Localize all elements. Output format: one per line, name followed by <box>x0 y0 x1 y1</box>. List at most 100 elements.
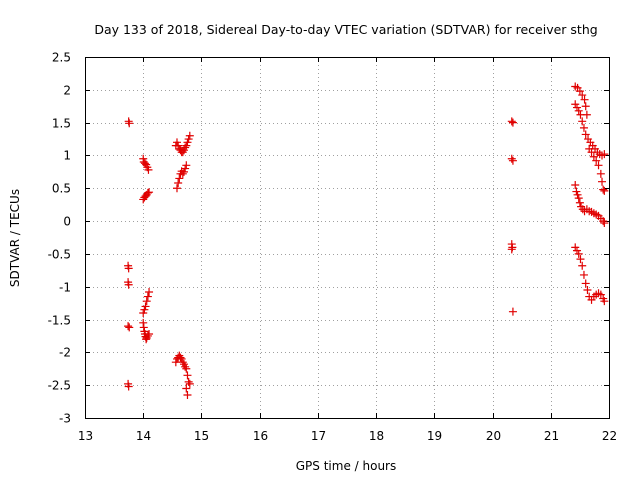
data-point <box>507 154 516 163</box>
data-points <box>124 82 609 400</box>
data-point <box>600 150 609 159</box>
data-point <box>139 308 148 317</box>
x-tick-label: 16 <box>253 429 268 443</box>
y-tick-label: 2.5 <box>52 51 71 65</box>
data-point <box>183 371 192 380</box>
data-point <box>172 184 181 193</box>
data-point <box>182 364 191 373</box>
data-point <box>578 261 587 270</box>
data-point <box>124 280 133 289</box>
data-point <box>508 118 517 127</box>
y-tick-label: -1.5 <box>48 314 71 328</box>
data-point <box>145 329 154 338</box>
data-point <box>583 286 592 295</box>
data-point <box>185 379 194 388</box>
y-tick-label: 0.5 <box>52 182 71 196</box>
data-point <box>581 279 590 288</box>
data-point <box>172 138 181 147</box>
data-point <box>600 219 609 228</box>
x-tick-label: 15 <box>194 429 209 443</box>
data-point <box>178 148 187 157</box>
data-point <box>140 305 149 314</box>
data-point <box>573 190 582 199</box>
data-point <box>143 292 152 301</box>
data-point <box>508 307 517 316</box>
data-point <box>183 391 192 400</box>
data-point <box>176 353 185 362</box>
data-point <box>574 194 583 203</box>
data-point <box>575 198 584 207</box>
data-point <box>124 264 133 273</box>
data-point <box>183 138 192 147</box>
data-point <box>571 100 580 109</box>
x-tick-label: 14 <box>136 429 151 443</box>
data-point <box>599 185 608 194</box>
x-tick-label: 17 <box>311 429 326 443</box>
data-point <box>571 180 580 189</box>
y-tick-label: -3 <box>59 412 71 426</box>
data-point <box>587 148 596 157</box>
data-point <box>592 156 601 165</box>
data-point <box>181 164 190 173</box>
data-point <box>145 287 154 296</box>
y-tick-label: -0.5 <box>48 248 71 262</box>
plot-frame <box>85 57 610 419</box>
data-point <box>125 119 134 128</box>
data-point <box>178 169 187 178</box>
data-point <box>598 177 607 186</box>
data-point <box>596 169 605 178</box>
data-point <box>572 246 581 255</box>
data-point <box>181 362 190 371</box>
data-point <box>574 249 583 258</box>
data-point <box>581 130 590 139</box>
chart-title: Day 133 of 2018, Sidereal Day-to-day VTE… <box>94 22 597 37</box>
data-point <box>175 174 184 183</box>
x-axis-label: GPS time / hours <box>296 459 397 473</box>
data-point <box>124 322 133 331</box>
data-point <box>576 255 585 264</box>
data-point <box>581 102 590 111</box>
y-axis-label: SDTVAR / TECUs <box>8 189 22 287</box>
data-point <box>144 165 153 174</box>
data-point <box>178 358 187 367</box>
data-point <box>572 103 581 112</box>
grid <box>85 57 609 418</box>
y-tick-label: 1 <box>63 149 71 163</box>
data-point <box>184 135 193 144</box>
axis-ticks: 13 14 15 16 17 18 19 20 21 22-3-2.5-2-1.5-1-0.500… <box>48 51 618 444</box>
data-point <box>171 358 180 367</box>
data-point <box>599 217 608 226</box>
data-point <box>182 161 191 170</box>
y-tick-label: 2 <box>63 84 71 98</box>
data-point <box>174 179 183 188</box>
data-point <box>143 331 152 340</box>
data-point <box>576 110 585 119</box>
data-point <box>594 161 603 170</box>
data-point <box>184 377 193 386</box>
data-point <box>181 143 190 152</box>
x-tick-label: 13 <box>78 429 93 443</box>
data-point <box>600 186 609 195</box>
data-point <box>580 95 589 104</box>
data-point <box>579 270 588 279</box>
x-tick-label: 21 <box>544 429 559 443</box>
y-tick-label: -1 <box>59 281 71 295</box>
data-point <box>124 382 133 391</box>
data-point <box>125 323 134 332</box>
y-tick-label: 0 <box>63 215 71 229</box>
data-point <box>143 188 152 197</box>
data-point <box>177 354 186 363</box>
data-point <box>508 156 517 165</box>
x-tick-label: 20 <box>486 429 501 443</box>
data-point <box>578 117 587 126</box>
data-point <box>185 131 194 140</box>
data-point <box>578 91 587 100</box>
data-point <box>174 141 183 150</box>
data-point <box>579 123 588 132</box>
data-point <box>572 187 581 196</box>
y-tick-label: -2.5 <box>48 379 71 393</box>
data-point <box>600 297 609 306</box>
data-point <box>507 245 516 254</box>
data-point <box>142 297 151 306</box>
y-tick-label: 1.5 <box>52 117 71 131</box>
